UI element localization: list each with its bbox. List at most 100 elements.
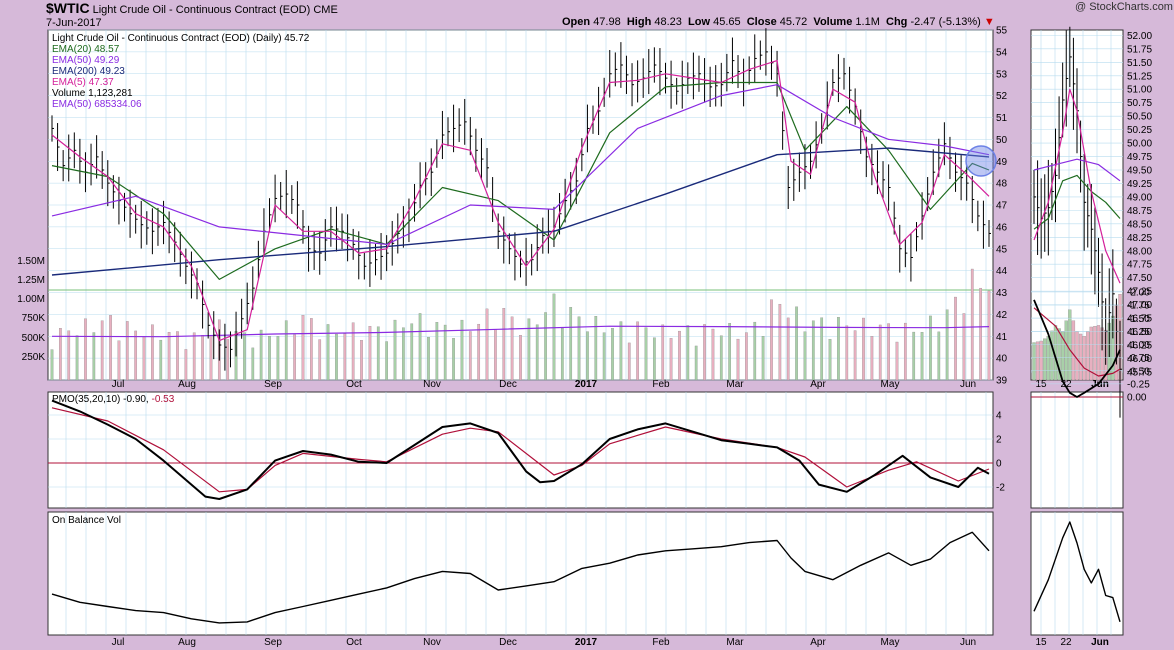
side-y-tick-label: 50.50 xyxy=(1127,112,1152,123)
exchange: CME xyxy=(313,4,338,16)
volume-bar xyxy=(778,303,782,381)
side-y-tick-label: 52.00 xyxy=(1127,31,1152,42)
volume-bar xyxy=(293,334,296,381)
side-ema-line-ema50 xyxy=(1033,158,1121,182)
symbol[interactable]: $WTIC xyxy=(46,0,90,16)
volume-bar xyxy=(393,319,397,381)
pmo-tick-label: 2 xyxy=(996,435,1002,446)
side-pmo-panel xyxy=(1030,391,1124,509)
volume-bar xyxy=(418,313,422,381)
x-tick-label: Sep xyxy=(264,379,282,390)
volume-bar xyxy=(786,317,790,381)
volume-bar xyxy=(619,321,623,381)
volume-bar xyxy=(75,335,79,381)
volume-bar xyxy=(945,309,949,381)
volume-bar xyxy=(795,306,798,381)
volume-bar xyxy=(494,329,497,381)
ohlc-stats: Open 47.98 High 48.23 Low 45.65 Close 45… xyxy=(562,16,995,28)
volume-bar xyxy=(100,320,104,381)
y-tick-label: 39 xyxy=(996,376,1008,387)
copyright[interactable]: @ StockCharts.com xyxy=(1075,1,1173,13)
volume-bar xyxy=(201,335,204,381)
volume-bar xyxy=(125,321,129,381)
volume-bar xyxy=(569,307,573,381)
date: 7-Jun-2017 xyxy=(46,17,102,29)
side-y-tick-label: 48.75 xyxy=(1127,206,1152,217)
volume-bar xyxy=(410,323,414,381)
y-tick-label: 53 xyxy=(996,69,1008,80)
volume-bar xyxy=(1057,328,1061,381)
x-tick-label: 2017 xyxy=(575,637,598,648)
ema-line-ema20 xyxy=(51,81,990,280)
side-y-tick-label: 50.75 xyxy=(1127,98,1152,109)
side-pmo-tick-label: -1.00 xyxy=(1127,340,1150,351)
volume-bar xyxy=(653,337,656,381)
y-tick-label: 42 xyxy=(996,310,1008,321)
volume-bar xyxy=(903,322,907,381)
volume-bar xyxy=(376,326,380,381)
volume-bar xyxy=(661,324,665,381)
volume-bar xyxy=(167,331,171,381)
side-y-tick-label: 46.75 xyxy=(1127,314,1152,325)
volume-bar xyxy=(1035,341,1040,381)
volume-bar xyxy=(636,321,639,381)
volume-bar xyxy=(209,335,213,381)
volume-bar xyxy=(920,331,924,381)
x-tick-label: Feb xyxy=(652,379,670,390)
x-tick-label: Jun xyxy=(960,379,976,390)
volume-bar xyxy=(477,323,481,381)
legend-item: EMA(50) 685334.06 xyxy=(52,99,142,110)
side-x-tick-label: Jun xyxy=(1091,637,1109,648)
pmo-signal-line xyxy=(51,407,990,493)
volume-bar xyxy=(1032,342,1036,381)
volume-bar xyxy=(92,332,96,381)
side-y-tick-label: 49.25 xyxy=(1127,179,1152,190)
volume-bar xyxy=(184,349,188,381)
x-tick-label: May xyxy=(881,379,900,390)
y-tick-label: 46 xyxy=(996,222,1008,233)
pmo-line xyxy=(51,399,990,500)
volume-bar xyxy=(1096,325,1101,381)
volume-bar xyxy=(586,331,589,381)
side-pmo-tick-label: -0.25 xyxy=(1127,379,1150,390)
ema-line-ema5 xyxy=(51,59,990,342)
x-tick-label: Jun xyxy=(960,637,976,648)
volume-bar xyxy=(176,331,179,381)
x-tick-label: Dec xyxy=(499,637,517,648)
volume-bar xyxy=(535,324,539,381)
volume-bar xyxy=(745,332,748,381)
y-tick-label: 43 xyxy=(996,288,1008,299)
volume-bar xyxy=(268,336,271,381)
volume-bar xyxy=(1093,326,1097,381)
volume-bar xyxy=(820,317,824,381)
volume-tick-label: 1.50M xyxy=(17,256,45,267)
x-tick-label: Mar xyxy=(726,637,744,648)
x-tick-label: Oct xyxy=(346,379,362,390)
volume-bar xyxy=(318,339,322,381)
volume-bar xyxy=(502,308,506,381)
side-y-tick-label: 49.00 xyxy=(1127,192,1152,203)
y-tick-label: 45 xyxy=(996,244,1008,255)
volume-bar xyxy=(360,340,363,381)
y-tick-label: 54 xyxy=(996,47,1008,58)
volume-bar xyxy=(736,338,740,381)
side-y-tick-label: 51.00 xyxy=(1127,85,1152,96)
volume-bar xyxy=(452,338,455,381)
side-pmo-signal-line xyxy=(1033,307,1121,377)
volume-bar xyxy=(251,347,255,381)
volume-bar xyxy=(1068,309,1072,381)
high-value: 48.23 xyxy=(654,16,682,28)
volume-bar xyxy=(59,328,62,381)
volume-bar xyxy=(243,332,246,381)
volume-bar xyxy=(811,320,815,381)
y-tick-label: 48 xyxy=(996,179,1008,190)
volume-bar xyxy=(385,341,388,381)
close-value: 45.72 xyxy=(779,16,808,28)
x-tick-label: Sep xyxy=(264,637,282,648)
volume-bar xyxy=(828,339,832,381)
volume-bar xyxy=(134,330,138,381)
y-tick-label: 52 xyxy=(996,91,1008,102)
ema-line-ema200 xyxy=(51,147,990,276)
volume-bar xyxy=(109,315,112,381)
volume-bar xyxy=(853,330,857,381)
